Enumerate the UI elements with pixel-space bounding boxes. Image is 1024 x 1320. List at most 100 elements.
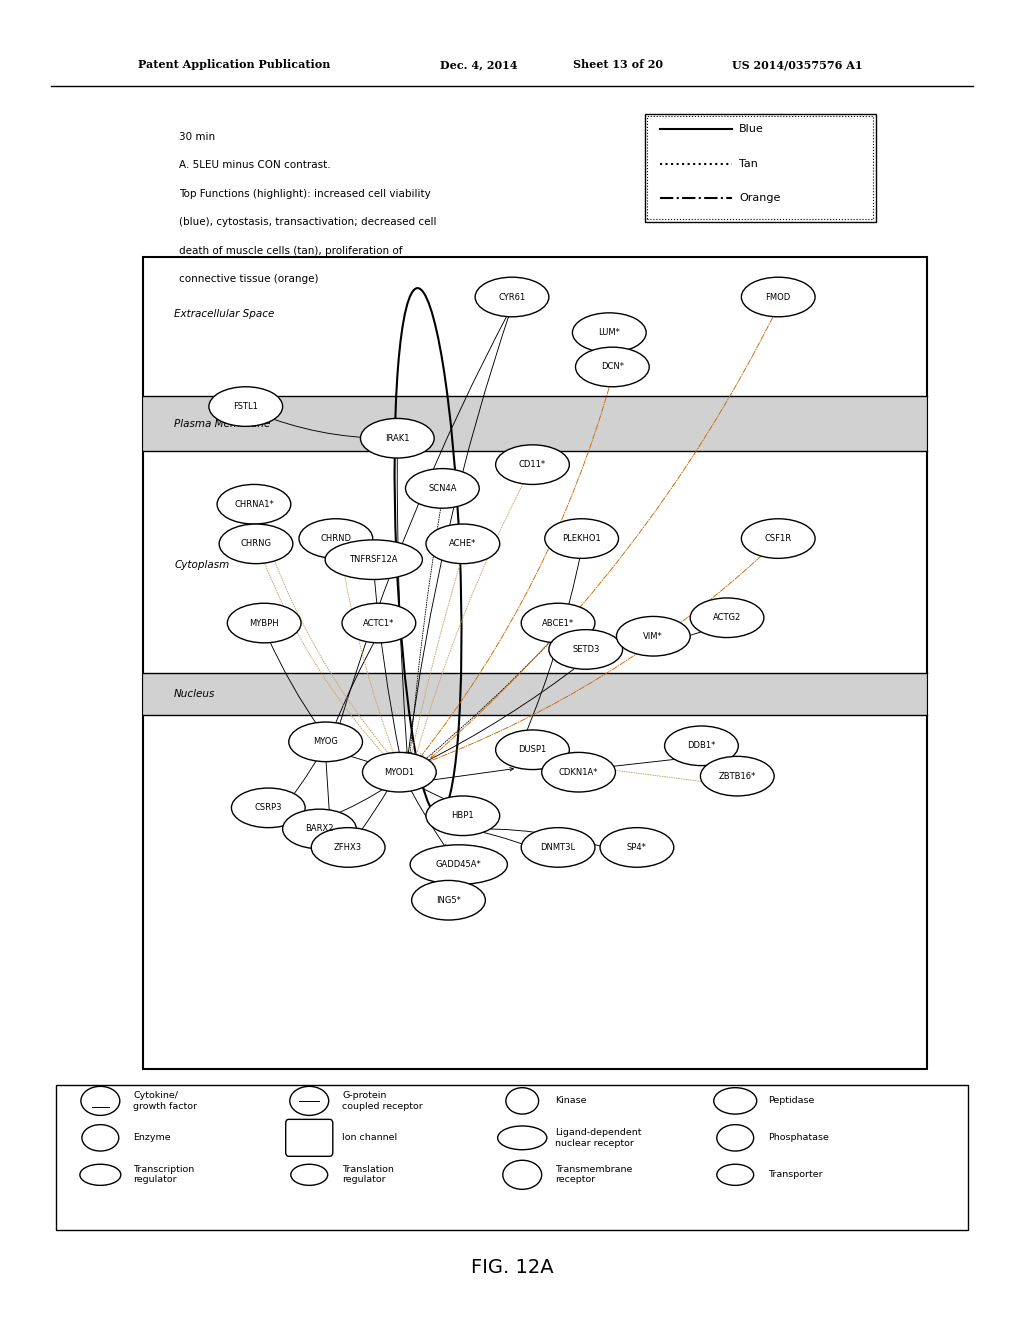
Text: ACHE*: ACHE* <box>450 540 476 548</box>
Text: Plasma Membrane: Plasma Membrane <box>174 418 270 429</box>
Text: SETD3: SETD3 <box>572 645 599 653</box>
Text: FMOD: FMOD <box>766 293 791 301</box>
Bar <box>143 396 927 451</box>
Text: MYOD1: MYOD1 <box>384 768 415 776</box>
Text: (blue), cytostasis, transactivation; decreased cell: (blue), cytostasis, transactivation; dec… <box>179 216 436 227</box>
Text: ACTC1*: ACTC1* <box>364 619 394 627</box>
Text: Tan: Tan <box>739 158 758 169</box>
Ellipse shape <box>326 540 422 579</box>
Text: CD11*: CD11* <box>519 461 546 469</box>
Text: Top Functions (highlight): increased cell viability: Top Functions (highlight): increased cel… <box>179 189 431 199</box>
Text: Transmembrane
receptor: Transmembrane receptor <box>555 1166 633 1184</box>
Text: A. 5LEU minus CON contrast.: A. 5LEU minus CON contrast. <box>179 160 331 170</box>
Text: CSRP3: CSRP3 <box>255 804 282 812</box>
Ellipse shape <box>475 277 549 317</box>
Text: Ligand-dependent
nuclear receptor: Ligand-dependent nuclear receptor <box>555 1129 641 1147</box>
Text: Orange: Orange <box>739 193 780 203</box>
Text: Kinase: Kinase <box>555 1097 587 1105</box>
Ellipse shape <box>342 603 416 643</box>
Text: FSTL1: FSTL1 <box>233 403 258 411</box>
Text: 30 min: 30 min <box>179 132 215 143</box>
Bar <box>143 257 927 1069</box>
Text: ACTG2: ACTG2 <box>713 614 741 622</box>
Ellipse shape <box>227 603 301 643</box>
Text: PLEKHO1: PLEKHO1 <box>562 535 601 543</box>
Ellipse shape <box>545 519 618 558</box>
Ellipse shape <box>575 347 649 387</box>
Ellipse shape <box>219 524 293 564</box>
Text: G-protein
coupled receptor: G-protein coupled receptor <box>342 1092 423 1110</box>
Text: connective tissue (orange): connective tissue (orange) <box>179 275 318 284</box>
Text: SCN4A: SCN4A <box>428 484 457 492</box>
Text: DUSP1: DUSP1 <box>518 746 547 754</box>
Ellipse shape <box>217 484 291 524</box>
Ellipse shape <box>311 828 385 867</box>
Text: TNFRSF12A: TNFRSF12A <box>349 556 398 564</box>
Ellipse shape <box>549 630 623 669</box>
Ellipse shape <box>410 845 508 884</box>
Ellipse shape <box>406 469 479 508</box>
Ellipse shape <box>496 730 569 770</box>
Text: DNMT3L: DNMT3L <box>541 843 575 851</box>
Ellipse shape <box>600 828 674 867</box>
Bar <box>56 1085 968 1230</box>
Ellipse shape <box>521 828 595 867</box>
Text: Cytoplasm: Cytoplasm <box>174 560 229 570</box>
Ellipse shape <box>700 756 774 796</box>
Text: Transporter: Transporter <box>768 1171 822 1179</box>
Text: CHRNA1*: CHRNA1* <box>234 500 273 508</box>
Ellipse shape <box>616 616 690 656</box>
Text: HBP1: HBP1 <box>452 812 474 820</box>
Text: Peptidase: Peptidase <box>768 1097 814 1105</box>
Text: IRAK1: IRAK1 <box>385 434 410 442</box>
Ellipse shape <box>426 796 500 836</box>
Text: FIG. 12A: FIG. 12A <box>471 1258 553 1276</box>
Text: SP4*: SP4* <box>627 843 647 851</box>
Text: Cytokine/
growth factor: Cytokine/ growth factor <box>133 1092 197 1110</box>
Text: Dec. 4, 2014: Dec. 4, 2014 <box>440 59 518 70</box>
Text: BARX2: BARX2 <box>305 825 334 833</box>
Ellipse shape <box>362 752 436 792</box>
Ellipse shape <box>665 726 738 766</box>
Text: Nucleus: Nucleus <box>174 689 215 700</box>
Text: Transcription
regulator: Transcription regulator <box>133 1166 195 1184</box>
Ellipse shape <box>741 519 815 558</box>
Text: Ion channel: Ion channel <box>342 1134 397 1142</box>
Text: CDKN1A*: CDKN1A* <box>559 768 598 776</box>
Text: Extracellular Space: Extracellular Space <box>174 309 274 319</box>
Ellipse shape <box>542 752 615 792</box>
Bar <box>143 673 927 715</box>
Ellipse shape <box>209 387 283 426</box>
Text: CHRNG: CHRNG <box>241 540 271 548</box>
Ellipse shape <box>360 418 434 458</box>
Text: ABCE1*: ABCE1* <box>542 619 574 627</box>
Text: Translation
regulator: Translation regulator <box>342 1166 394 1184</box>
Text: LUM*: LUM* <box>598 329 621 337</box>
Text: ZBTB16*: ZBTB16* <box>719 772 756 780</box>
Ellipse shape <box>496 445 569 484</box>
Text: Sheet 13 of 20: Sheet 13 of 20 <box>573 59 664 70</box>
Bar <box>647 116 873 219</box>
Text: ZFHX3: ZFHX3 <box>334 843 362 851</box>
Text: Blue: Blue <box>739 124 764 135</box>
Text: MYBPH: MYBPH <box>250 619 279 627</box>
Text: Phosphatase: Phosphatase <box>768 1134 828 1142</box>
Text: VIM*: VIM* <box>643 632 664 640</box>
Ellipse shape <box>283 809 356 849</box>
Text: death of muscle cells (tan), proliferation of: death of muscle cells (tan), proliferati… <box>179 246 402 256</box>
Text: CYR61: CYR61 <box>499 293 525 301</box>
Text: GADD45A*: GADD45A* <box>436 861 481 869</box>
Text: MYOG: MYOG <box>313 738 338 746</box>
Text: Patent Application Publication: Patent Application Publication <box>138 59 331 70</box>
Text: DDB1*: DDB1* <box>687 742 716 750</box>
Ellipse shape <box>299 519 373 558</box>
Bar <box>645 114 876 222</box>
Ellipse shape <box>412 880 485 920</box>
Ellipse shape <box>690 598 764 638</box>
Text: ING5*: ING5* <box>436 896 461 904</box>
Ellipse shape <box>741 277 815 317</box>
Text: CHRND: CHRND <box>321 535 351 543</box>
Text: US 2014/0357576 A1: US 2014/0357576 A1 <box>732 59 862 70</box>
Ellipse shape <box>521 603 595 643</box>
Ellipse shape <box>289 722 362 762</box>
